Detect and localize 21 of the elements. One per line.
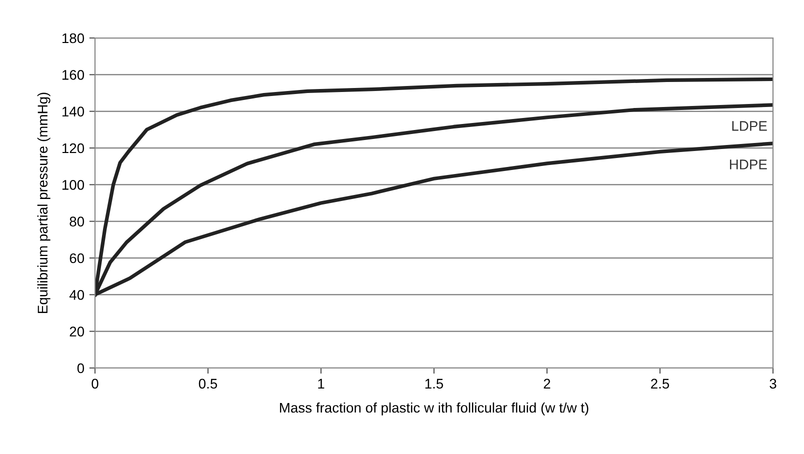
x-tick-label: 2.5 <box>651 378 670 389</box>
x-tick-label: 0 <box>92 378 98 389</box>
x-axis-title: Mass fraction of plastic w ith follicular fluid (w t/w t) <box>280 402 588 416</box>
y-tick-label: 20 <box>70 326 84 337</box>
x-tick-label: 1 <box>318 378 324 388</box>
y-tick-label: 120 <box>62 143 84 154</box>
y-tick-label: 100 <box>62 180 84 190</box>
series-label: HDPE <box>730 160 767 170</box>
x-tick-label: 3 <box>770 378 776 389</box>
y-tick-label: 180 <box>62 33 84 44</box>
x-tick-label: 2 <box>544 378 550 388</box>
y-tick-label: 60 <box>70 253 84 264</box>
y-tick-label: 140 <box>62 106 84 117</box>
x-tick-label: 0.5 <box>198 378 218 389</box>
y-tick-label: 160 <box>62 70 84 80</box>
y-axis-title: Equilibrium partial pressure (mmHg) <box>37 92 50 313</box>
x-tick-label: 1.5 <box>425 378 444 389</box>
series-label: LDPE <box>732 121 767 131</box>
y-tick-label: 40 <box>69 290 84 300</box>
y-tick-label: 0 <box>77 363 84 374</box>
y-tick-label: 80 <box>70 216 84 227</box>
